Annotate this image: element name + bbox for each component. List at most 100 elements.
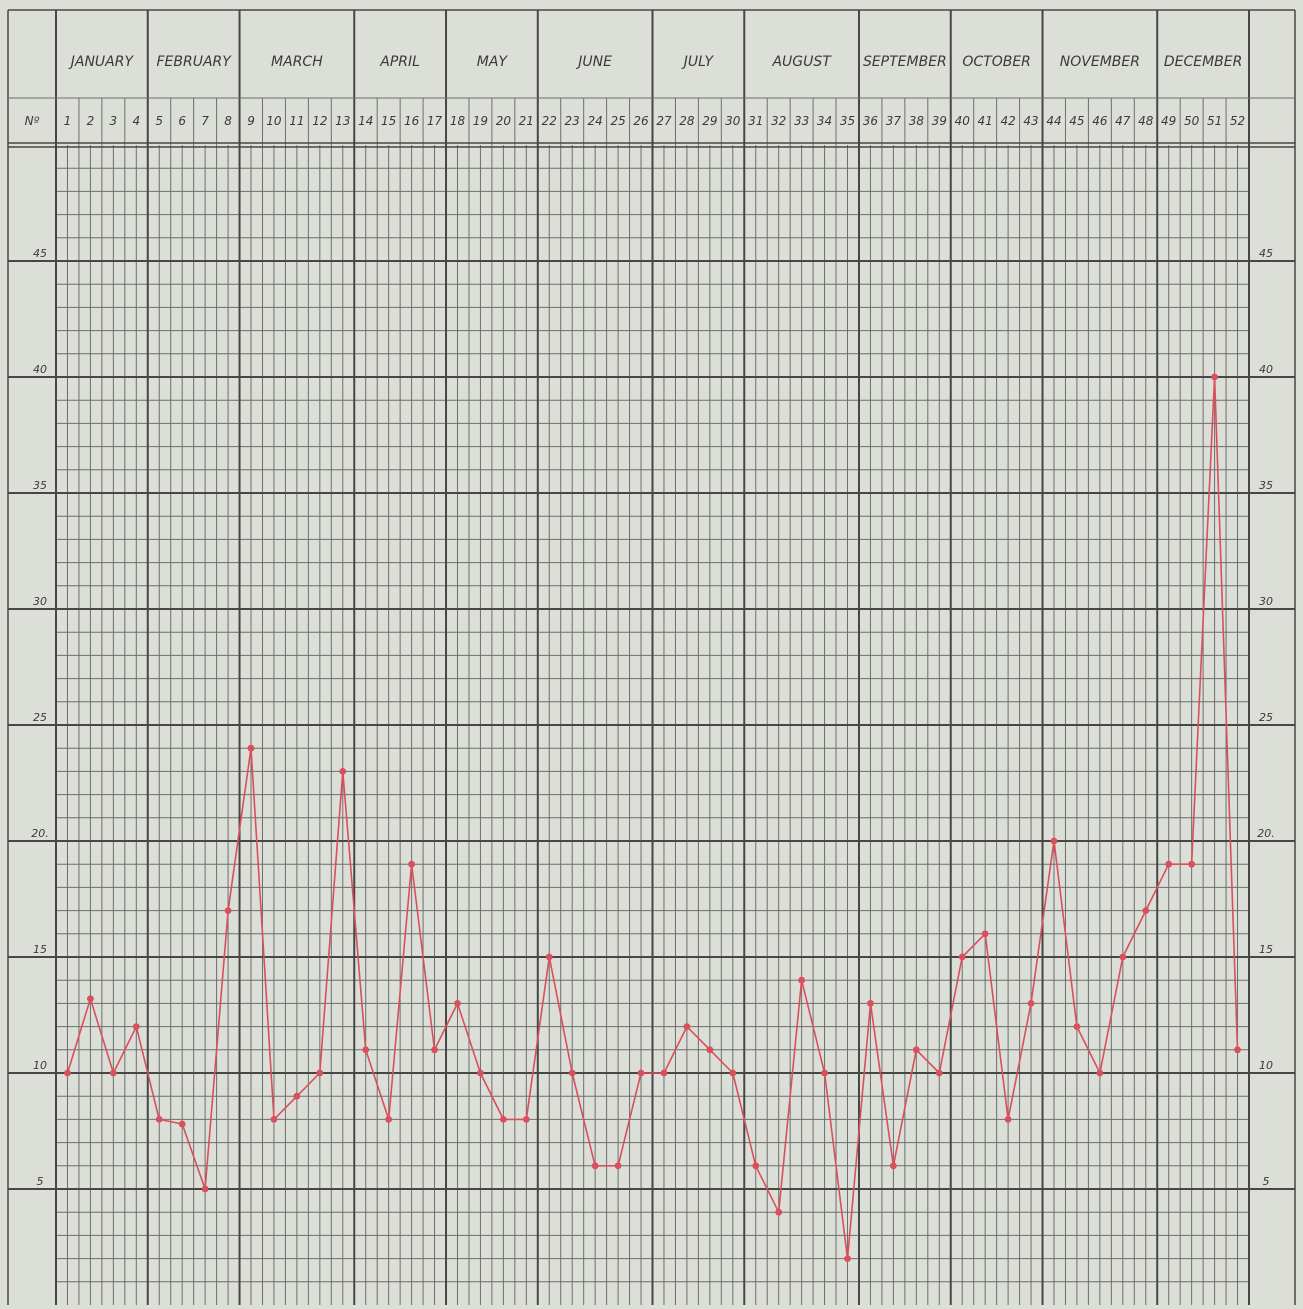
data-point [1004,1116,1012,1123]
month-label: JULY [681,54,715,70]
data-point [568,1069,576,1077]
month-label: AUGUST [771,54,832,70]
week-number-label: 47 [1115,114,1131,128]
week-number-label: 14 [358,114,373,128]
data-point [293,1092,301,1100]
week-number-label: 36 [863,114,879,128]
week-number-label: 11 [289,114,304,128]
week-number-label: 51 [1207,114,1222,128]
y-tick-label-right: 25 [1259,711,1273,724]
data-point [1165,860,1173,868]
data-point [522,1116,530,1123]
data-point [752,1162,760,1170]
week-number-label: 29 [702,114,717,128]
data-point [431,1046,438,1054]
y-tick-label-right: 45 [1259,247,1273,260]
week-number-label: 40 [955,114,971,128]
data-point [1073,1023,1081,1030]
month-label: OCTOBER [962,54,1031,70]
week-number-label: 21 [519,114,534,128]
week-number-label: 15 [381,114,396,128]
month-label: MAY [477,54,509,70]
data-point [1096,1069,1104,1077]
y-tick-label-left: 40 [33,363,47,376]
week-number-label: 6 [178,114,186,128]
week-number-label: 18 [450,114,466,128]
data-point [109,1069,117,1077]
data-point [454,1000,461,1007]
data-point [1119,953,1127,961]
week-number-header: Nº [25,114,40,128]
week-number-label: 46 [1092,114,1108,128]
week-number-label: 43 [1023,114,1038,128]
week-number-label: 41 [978,114,993,128]
data-point [247,744,255,752]
week-number-label: 8 [224,114,232,128]
week-number-label: 12 [312,114,327,128]
data-point [1142,907,1150,914]
week-number-label: 32 [771,114,786,128]
week-number-label: 30 [725,114,741,128]
data-point [706,1046,714,1054]
week-number-label: 4 [132,114,140,128]
week-number-label: 20 [496,114,512,128]
week-number-label: 17 [427,114,443,128]
data-point [477,1069,484,1077]
data-point [867,1000,874,1007]
week-number-label: 33 [794,114,809,128]
week-number-label: 52 [1230,114,1245,128]
y-tick-label-right: 10 [1259,1059,1273,1072]
week-number-label: 50 [1184,114,1200,128]
week-number-label: 44 [1046,114,1061,128]
data-point [132,1023,140,1030]
month-label: NOVEMBER [1060,54,1140,70]
data-point [821,1069,828,1077]
y-tick-label-right: 40 [1259,363,1273,376]
data-point [270,1116,278,1123]
week-number-label: 42 [1000,114,1015,128]
week-number-label: 48 [1138,114,1154,128]
week-number-label: 24 [588,114,603,128]
data-point [499,1116,507,1123]
data-point [316,1069,324,1077]
data-point [981,930,989,938]
week-number-label: 1 [64,114,72,128]
month-label: JANUARY [68,54,135,70]
data-point [775,1208,783,1216]
week-number-label: 3 [110,114,118,128]
y-tick-label-right: 15 [1259,943,1273,956]
data-point [155,1116,163,1123]
data-point [935,1069,943,1077]
month-label: JUNE [575,54,612,70]
series-line [66,376,1239,1260]
y-tick-label-left: 30 [33,595,47,608]
month-label: DECEMBER [1164,54,1243,70]
data-point [224,907,232,914]
month-label: MARCH [271,54,323,70]
data-point [408,860,416,868]
data-point [637,1069,645,1077]
data-point [545,953,553,961]
week-number-label: 35 [840,114,855,128]
week-number-label: 37 [886,114,902,128]
week-number-label: 7 [201,114,209,128]
week-number-label: 28 [679,114,695,128]
data-point [958,953,966,961]
data-point [1234,1046,1241,1054]
week-number-label: 22 [542,114,557,128]
y-tick-label-left: 20. [31,827,49,840]
week-number-label: 19 [473,114,488,128]
data-point [1211,373,1218,381]
data-point [912,1046,920,1054]
week-number-label: 25 [610,114,625,128]
data-point [729,1069,737,1077]
data-point [1050,837,1058,845]
week-number-label: 2 [87,114,95,128]
week-number-label: 9 [247,114,255,128]
data-point [889,1162,897,1170]
week-number-label: 39 [932,114,947,128]
y-tick-label-left: 35 [33,479,47,492]
month-label: APRIL [379,54,420,70]
